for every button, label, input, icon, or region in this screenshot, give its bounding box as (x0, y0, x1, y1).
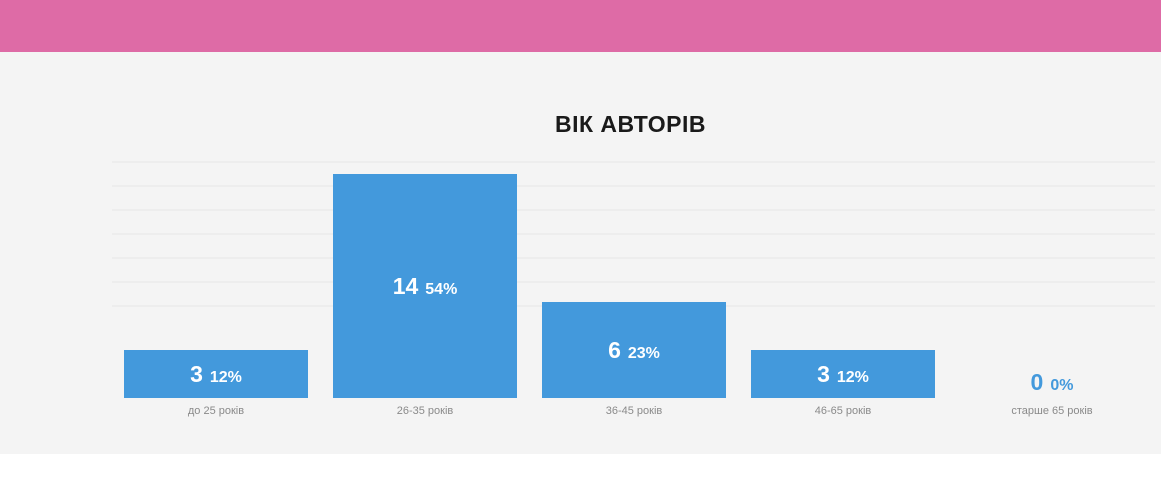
bar-count: 0 (1031, 369, 1044, 395)
grid-lines (112, 161, 1155, 307)
bar (751, 350, 935, 398)
chart-title: ВІК АВТОРІВ (555, 111, 706, 137)
category-label: 26-35 років (397, 405, 454, 417)
bar (542, 302, 726, 398)
category-label: 36-45 років (606, 405, 663, 417)
header-band (0, 0, 1161, 52)
category-label: старше 65 років (1011, 405, 1092, 417)
bar-count: 14 (393, 273, 419, 299)
bar-count: 3 (190, 361, 203, 387)
bar-percent: 12% (210, 369, 242, 386)
bars (124, 174, 935, 398)
bar-count: 6 (608, 337, 621, 363)
category-label: 46-65 років (815, 405, 872, 417)
bar-value-label: 0 0% (1031, 369, 1074, 395)
bar-value-label: 3 12% (190, 361, 242, 387)
value-labels: 3 12% 14 54% 6 23% 3 12% 0 0% (190, 273, 1073, 395)
bar-value-label: 14 54% (393, 273, 458, 299)
category-label: до 25 років (188, 405, 244, 417)
bar-percent: 54% (425, 281, 457, 298)
bar-percent: 23% (628, 345, 660, 362)
bar-value-label: 3 12% (817, 361, 869, 387)
bar (333, 174, 517, 398)
bar-value-label: 6 23% (608, 337, 660, 363)
bar-percent: 0% (1050, 377, 1073, 394)
bar-count: 3 (817, 361, 830, 387)
footer-band (0, 454, 1161, 486)
bar-percent: 12% (837, 369, 869, 386)
bar (124, 350, 308, 398)
category-labels: до 25 років 26-35 років 36-45 років 46-65 р… (188, 405, 1093, 417)
